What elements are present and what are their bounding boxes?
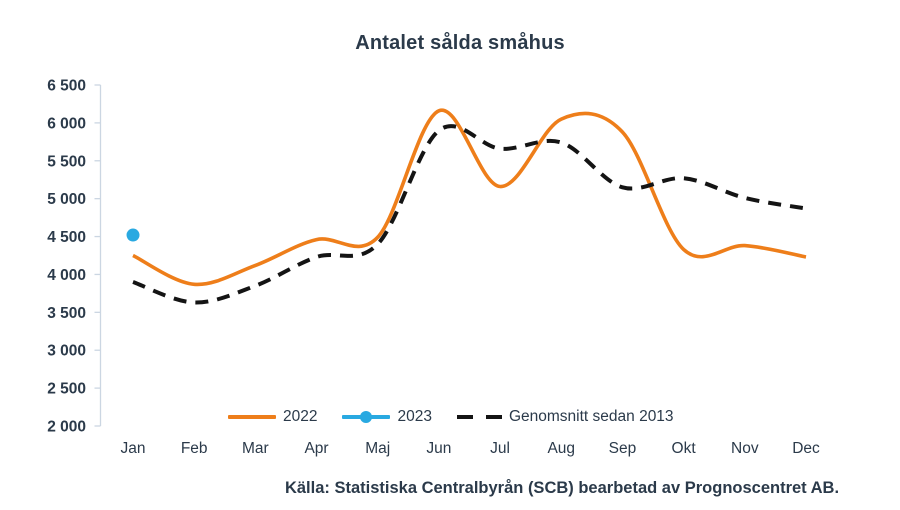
y-tick-label: 6 500 <box>47 78 86 95</box>
legend-item-2022: 2022 <box>228 407 317 427</box>
legend-2022-label: 2022 <box>283 408 318 425</box>
legend-2023-label: 2023 <box>397 408 432 425</box>
y-tick-label: 6 000 <box>47 115 86 132</box>
y-tick-label: 4 000 <box>47 267 86 284</box>
x-tick-label: Jan <box>121 440 146 457</box>
source-caption: Källa: Statistiska Centralbyrån (SCB) be… <box>284 479 840 497</box>
y-tick-label: 2 000 <box>47 419 86 436</box>
x-tick-label: Dec <box>792 440 820 457</box>
legend-2023-dot-icon <box>360 411 373 423</box>
x-tick-label: Okt <box>672 440 697 457</box>
x-tick-label: Sep <box>609 440 637 457</box>
legend: 2022 2023 Genomsnitt sedan 2013 <box>228 407 674 427</box>
y-tick-label: 3 000 <box>47 343 86 360</box>
x-tick-label: Nov <box>731 440 759 457</box>
y-tick-label: 5 000 <box>47 191 86 208</box>
y-tick-label: 4 500 <box>47 229 86 246</box>
chart-title: Antalet sålda småhus <box>355 32 565 54</box>
series-line-2022 <box>132 108 807 287</box>
legend-item-2023: 2023 <box>342 407 432 427</box>
legend-item-average: Genomsnitt sedan 2013 <box>456 407 674 427</box>
x-tick-label: Mar <box>242 440 269 457</box>
y-tick-label: 5 500 <box>47 153 86 170</box>
y-tick-label: 3 500 <box>47 305 86 322</box>
legend-average-dash-swatch <box>456 415 502 419</box>
legend-average-label: Genomsnitt sedan 2013 <box>508 408 674 425</box>
x-tick-label: Apr <box>304 440 328 457</box>
data-point-2023 <box>126 228 140 242</box>
x-tick-label: Feb <box>181 440 208 457</box>
x-tick-label: Maj <box>365 440 390 457</box>
x-tick-label: Jul <box>490 440 510 457</box>
y-tick-label: 2 500 <box>47 381 86 398</box>
x-tick-label: Jun <box>426 440 451 457</box>
legend-2022-line-swatch <box>228 415 276 419</box>
legend-2023-line-swatch <box>342 411 391 423</box>
x-tick-label: Aug <box>547 440 575 457</box>
